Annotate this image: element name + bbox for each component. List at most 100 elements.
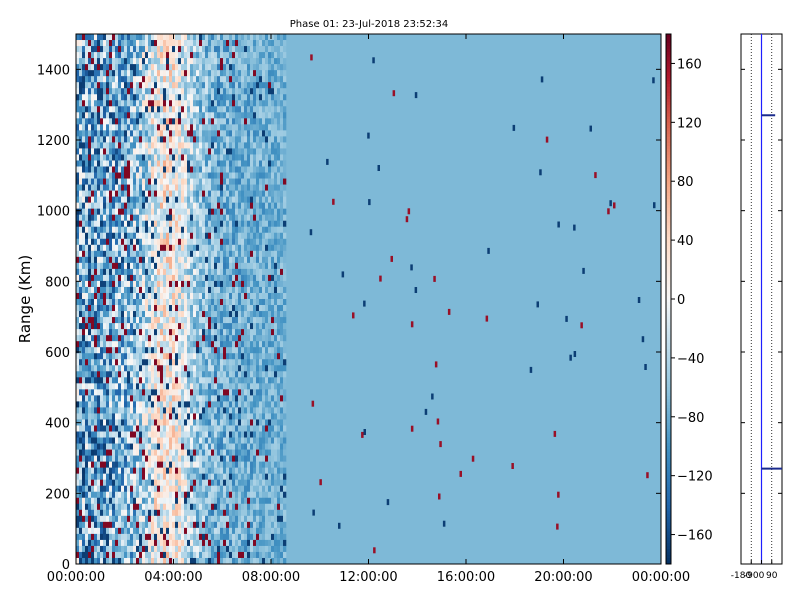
heatmap-cell [118,274,122,282]
heatmap-cell [103,431,107,438]
heatmap-cell [193,551,197,559]
heatmap-cell [238,64,242,71]
heatmap-cell [79,208,83,215]
heatmap-cell [127,413,131,420]
heatmap-cell [97,551,101,559]
heatmap-cell [118,190,122,197]
heatmap-cell [130,154,134,161]
heatmap-cell [112,250,116,258]
heatmap-cell [178,142,182,149]
heatmap-cell [148,88,152,95]
heatmap-cell [112,262,116,270]
heatmap-cell [94,401,98,408]
heatmap-cell [139,443,143,450]
heatmap-cell [202,395,206,402]
heatmap-cell [124,118,128,125]
heatmap-cell [214,299,218,306]
heatmap-cell [100,238,104,246]
heatmap-cell [238,329,242,336]
heatmap-cells [76,34,661,565]
heatmap-cell [214,311,218,318]
heatmap-cell [190,461,194,468]
heatmap-cell [163,136,167,143]
heatmap-cell [232,76,236,83]
heatmap-cell [208,521,212,529]
heatmap-cell [127,136,131,143]
heatmap-cell [190,262,194,270]
heatmap-cell [217,311,221,318]
heatmap-cell [223,226,227,234]
heatmap-cell [103,407,107,414]
heatmap-cell [160,118,164,125]
heatmap-cell [145,280,149,288]
heatmap-cell [115,34,119,41]
heatmap-cell [229,154,233,161]
heatmap-cell [157,347,161,354]
heatmap-cell [88,347,92,354]
heatmap-cell [133,455,137,462]
heatmap-cell [151,299,155,306]
heatmap-cell [136,286,140,294]
heatmap-cell [91,88,95,95]
heatmap-cell [94,443,98,450]
heatmap-cell [199,497,203,505]
heatmap-cell [88,515,92,523]
heatmap-cell [154,58,158,65]
heatmap-cell [214,148,218,155]
heatmap-cell [142,184,146,191]
heatmap-cell [97,166,101,173]
heatmap-cell [136,485,140,493]
heatmap-cell [127,244,131,252]
heatmap-cell [244,299,248,306]
heatmap-cell [244,256,248,264]
heatmap-cell [199,130,203,137]
heatmap-cell [193,208,197,215]
heatmap-cell [82,106,86,113]
heatmap-cell [187,437,191,444]
heatmap-cell [166,40,170,47]
heatmap-cell [184,262,188,270]
heatmap-cell [124,455,128,462]
heatmap-cell [175,497,179,505]
heatmap-cell [94,238,98,246]
heatmap-cell [124,389,128,396]
heatmap-cell [214,190,218,197]
heatmap-cell [136,154,140,161]
heatmap-cell [166,118,170,125]
heatmap-cell [133,148,137,155]
heatmap-cell [121,184,125,191]
heatmap-cell [199,292,203,300]
heatmap-cell [211,130,215,137]
heatmap-cell [169,106,173,113]
heatmap-cell [100,208,104,215]
heatmap-cell [76,226,80,234]
heatmap-cell [97,329,101,336]
heatmap-cell [220,389,224,396]
heatmap-cell [196,46,200,53]
heatmap-cell [229,82,233,89]
heatmap-cell [139,76,143,83]
heatmap-cell [91,473,95,480]
heatmap-cell [133,100,137,107]
heatmap-cell [106,341,110,348]
heatmap-cell [103,220,107,228]
heatmap-cell [205,220,209,228]
heatmap-cell [193,437,197,444]
heatmap-cell [226,461,230,468]
heatmap-cell [157,455,161,462]
heatmap-cell [160,34,164,41]
heatmap-cell [205,311,209,318]
heatmap-cell [196,184,200,191]
heatmap-cell [241,154,245,161]
heatmap-cell [223,311,227,318]
heatmap-cell [151,268,155,276]
heatmap-cell [196,196,200,203]
heatmap-cell [85,130,89,137]
heatmap-cell [127,401,131,408]
heatmap-cell [232,473,236,480]
heatmap-cell [184,220,188,228]
heatmap-cell [145,539,149,547]
heatmap-cell [136,76,140,83]
heatmap-cell [193,521,197,529]
heatmap-cell [196,202,200,209]
